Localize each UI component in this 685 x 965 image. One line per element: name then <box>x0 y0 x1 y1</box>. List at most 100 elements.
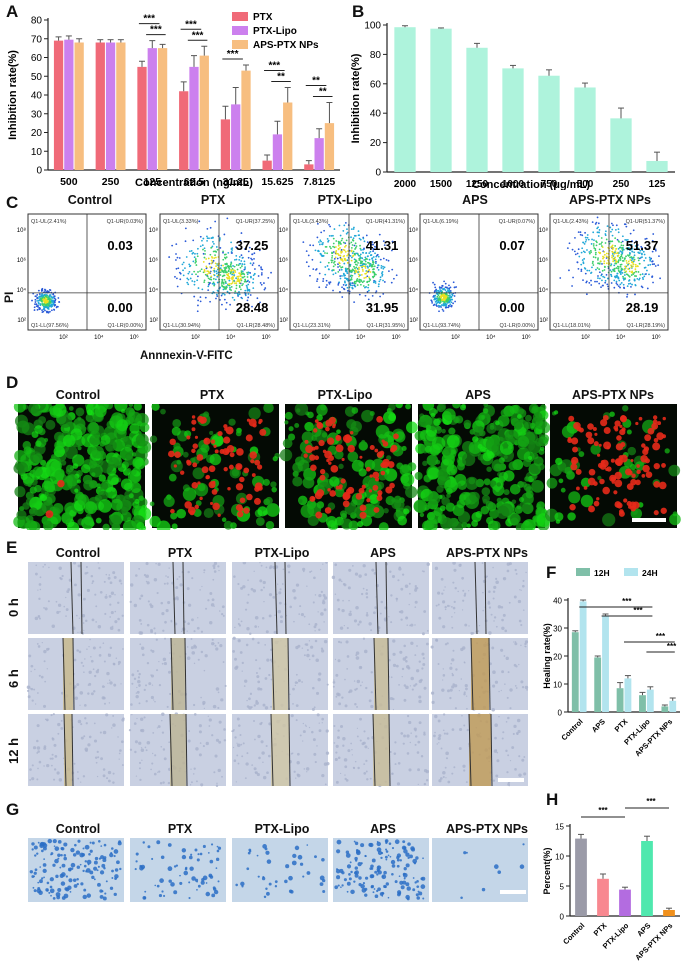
live-cell <box>456 462 465 471</box>
cell-texture <box>270 705 273 708</box>
cell-texture <box>389 570 392 574</box>
cell-texture <box>211 638 214 641</box>
flow-event <box>242 282 244 285</box>
flow-event <box>577 231 580 234</box>
cell-texture <box>278 601 282 605</box>
flow-event <box>322 241 324 244</box>
dead-cell <box>315 511 323 519</box>
flow-event <box>247 283 250 286</box>
flow-event <box>346 270 348 273</box>
flow-event <box>223 298 226 301</box>
flow-event <box>252 287 255 289</box>
flow-event <box>253 252 256 255</box>
cell-texture <box>30 670 32 673</box>
cell-texture <box>262 761 264 763</box>
dead-cell <box>593 500 600 507</box>
dead-cell <box>355 493 363 500</box>
bar <box>220 119 231 170</box>
cell-texture <box>96 775 99 778</box>
flow-event <box>52 301 54 303</box>
cell-texture <box>233 759 237 763</box>
dead-cell <box>588 468 596 476</box>
flow-event <box>323 229 325 232</box>
flow-event <box>328 281 330 284</box>
dead-cell <box>662 416 666 421</box>
dead-cell <box>197 415 204 423</box>
flow-event <box>204 249 206 252</box>
live-cell <box>16 509 27 521</box>
quadrant-ul: Q1-UL(2.43%) <box>553 219 589 225</box>
x-tick-label: 10⁴ <box>356 334 366 341</box>
flow-event <box>443 280 445 283</box>
cell-texture <box>497 605 502 609</box>
flow-event <box>231 249 234 251</box>
cell-texture <box>163 582 166 585</box>
cell-texture <box>358 620 362 624</box>
dead-cell <box>653 480 661 488</box>
flow-event <box>194 252 196 255</box>
cell-texture <box>472 632 475 635</box>
flow-event <box>568 269 570 272</box>
dead-cell <box>361 484 366 489</box>
cell-texture <box>94 674 97 678</box>
flow-event <box>41 309 43 312</box>
flow-event <box>362 251 364 254</box>
scratch-edge <box>274 562 278 635</box>
flow-event <box>643 253 646 256</box>
flow-event <box>625 225 628 228</box>
flow-event <box>630 243 633 246</box>
cell-texture <box>402 657 407 661</box>
cell-texture <box>282 568 285 571</box>
flow-event <box>201 244 204 247</box>
cell-texture <box>39 576 42 579</box>
cell-texture <box>191 651 196 655</box>
cell-texture <box>410 623 414 627</box>
cell-texture <box>84 572 88 575</box>
cell-texture <box>370 691 373 694</box>
flow-event <box>630 264 632 267</box>
live-cell <box>77 416 82 421</box>
cell-texture <box>130 703 133 706</box>
cell-texture <box>361 681 363 683</box>
live-cell <box>430 412 436 418</box>
cell-texture <box>91 580 95 583</box>
flow-event <box>334 251 337 254</box>
cell-texture <box>420 755 424 758</box>
flow-event <box>305 261 308 264</box>
cell-texture <box>392 639 396 643</box>
cell-texture <box>44 563 46 566</box>
cell-texture <box>53 743 57 747</box>
y-tick-label: 10⁴ <box>279 287 289 294</box>
cell-texture <box>493 616 497 619</box>
cell-texture <box>36 739 39 743</box>
live-cell <box>98 499 112 513</box>
dead-cell <box>614 458 623 466</box>
cell-texture <box>35 564 38 567</box>
cell-texture <box>370 629 373 632</box>
flow-event <box>202 237 205 240</box>
cell-texture <box>421 570 424 572</box>
flow-event <box>367 298 370 301</box>
cell-texture <box>458 690 460 692</box>
flow-event <box>377 255 380 258</box>
cell-texture <box>139 631 144 635</box>
cell-texture <box>508 601 511 604</box>
flow-event <box>362 248 364 251</box>
scratch-title-ptx-lipo: PTX-Lipo <box>254 546 310 560</box>
flow-event <box>625 239 628 241</box>
flow-event <box>349 282 352 285</box>
flow-event <box>222 251 224 254</box>
flow-event <box>371 243 374 246</box>
cell-texture <box>155 562 157 565</box>
cell-texture <box>312 601 315 604</box>
scratch-gap <box>63 638 73 710</box>
cell-texture <box>216 782 218 785</box>
flow-event <box>237 293 239 296</box>
live-cell <box>89 434 101 446</box>
flow-event <box>342 255 345 258</box>
cell-texture <box>411 688 414 691</box>
cell-texture <box>211 598 215 602</box>
flow-event <box>354 242 357 245</box>
flow-event <box>331 259 334 262</box>
flow-event <box>195 273 197 276</box>
